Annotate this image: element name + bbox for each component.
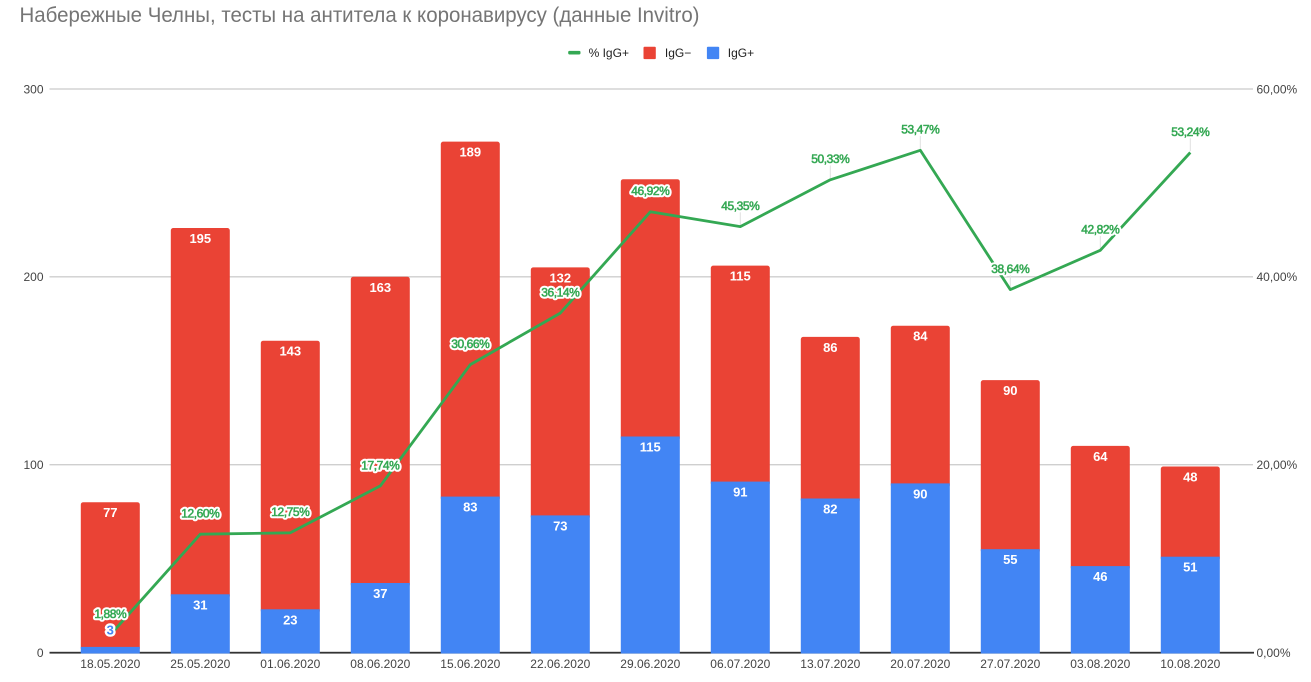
svg-text:% IgG+: % IgG+ [589,46,629,60]
svg-text:82: 82 [823,502,837,517]
svg-text:90: 90 [1003,383,1017,398]
svg-text:0,00%: 0,00% [1257,646,1291,660]
svg-text:48: 48 [1183,470,1197,485]
svg-text:23: 23 [283,612,297,627]
svg-text:115: 115 [640,440,661,455]
svg-text:12,75%: 12,75% [271,505,310,519]
svg-text:53,47%: 53,47% [901,123,940,137]
svg-text:25.05.2020: 25.05.2020 [170,657,230,671]
svg-text:12,60%: 12,60% [181,507,220,521]
svg-text:45,35%: 45,35% [721,199,760,213]
svg-text:17,74%: 17,74% [361,458,400,472]
svg-text:27.07.2020: 27.07.2020 [980,657,1040,671]
svg-text:IgG−: IgG− [665,46,691,60]
svg-text:53,24%: 53,24% [1171,125,1210,139]
svg-text:08.06.2020: 08.06.2020 [350,657,410,671]
svg-text:31: 31 [193,597,207,612]
svg-text:13.07.2020: 13.07.2020 [800,657,860,671]
svg-text:29.06.2020: 29.06.2020 [620,657,680,671]
svg-text:06.07.2020: 06.07.2020 [710,657,770,671]
svg-text:163: 163 [369,280,391,295]
svg-text:40,00%: 40,00% [1257,270,1298,284]
svg-text:3: 3 [107,622,114,637]
svg-text:15.06.2020: 15.06.2020 [440,657,500,671]
svg-text:20,00%: 20,00% [1257,458,1298,472]
svg-text:38,64%: 38,64% [991,262,1030,276]
svg-text:42,82%: 42,82% [1081,223,1120,237]
svg-text:IgG+: IgG+ [728,46,754,60]
svg-text:189: 189 [459,145,481,160]
svg-text:55: 55 [1003,552,1017,567]
svg-text:36,14%: 36,14% [541,286,580,300]
svg-text:37: 37 [373,586,387,601]
svg-text:50,33%: 50,33% [811,152,850,166]
svg-text:17,74%: 17,74% [361,458,400,472]
svg-text:36,14%: 36,14% [541,286,580,300]
svg-text:12,60%: 12,60% [181,507,220,521]
svg-text:46: 46 [1093,569,1107,584]
svg-text:73: 73 [553,518,567,533]
svg-text:10.08.2020: 10.08.2020 [1160,657,1220,671]
svg-text:64: 64 [1093,449,1108,464]
svg-text:0: 0 [37,646,44,660]
svg-text:42,82%: 42,82% [1081,223,1120,237]
svg-text:3: 3 [107,622,114,637]
svg-text:01.06.2020: 01.06.2020 [260,657,320,671]
svg-text:12,75%: 12,75% [271,505,310,519]
svg-text:1,88%: 1,88% [94,607,127,621]
svg-text:83: 83 [463,500,477,515]
svg-text:51: 51 [1183,560,1197,575]
svg-text:300: 300 [23,82,43,96]
svg-text:38,64%: 38,64% [991,262,1030,276]
svg-text:Набережные Челны, тесты на ант: Набережные Челны, тесты на антитела к ко… [20,3,700,27]
svg-text:20.07.2020: 20.07.2020 [890,657,950,671]
svg-text:195: 195 [189,231,211,246]
svg-text:91: 91 [733,485,747,500]
svg-text:46,92%: 46,92% [631,184,670,198]
svg-text:100: 100 [23,458,43,472]
svg-text:45,35%: 45,35% [721,199,760,213]
svg-text:30,66%: 30,66% [451,337,490,351]
svg-text:143: 143 [279,344,301,359]
svg-text:53,47%: 53,47% [901,123,940,137]
svg-text:60,00%: 60,00% [1257,82,1298,96]
svg-text:90: 90 [913,486,927,501]
svg-text:132: 132 [549,270,571,285]
svg-text:03.08.2020: 03.08.2020 [1070,657,1130,671]
svg-text:46,92%: 46,92% [631,184,670,198]
svg-text:86: 86 [823,340,837,355]
svg-text:115: 115 [730,269,751,284]
svg-text:30,66%: 30,66% [451,337,490,351]
svg-text:77: 77 [103,505,117,520]
svg-text:50,33%: 50,33% [811,152,850,166]
svg-text:18.05.2020: 18.05.2020 [80,657,140,671]
svg-text:22.06.2020: 22.06.2020 [530,657,590,671]
svg-text:84: 84 [913,329,928,344]
svg-text:200: 200 [23,270,43,284]
svg-text:53,24%: 53,24% [1171,125,1210,139]
svg-text:1,88%: 1,88% [94,607,127,621]
